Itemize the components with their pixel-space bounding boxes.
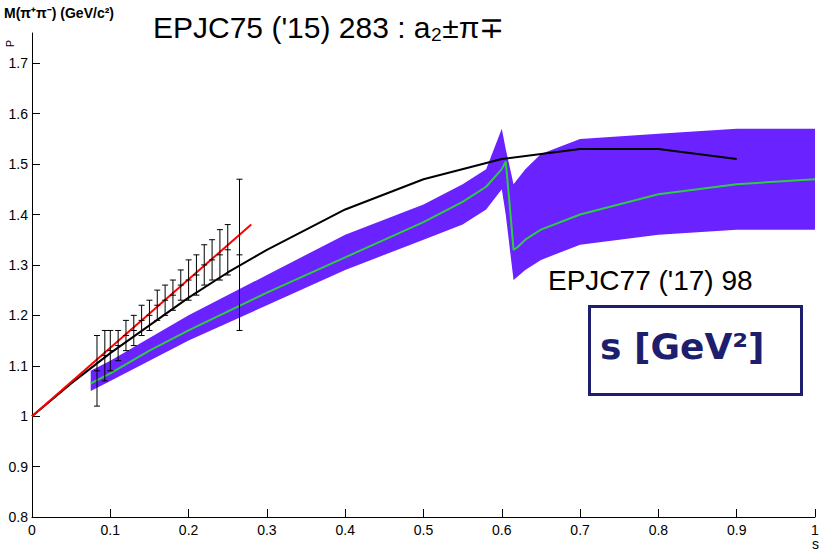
svg-text:0.7: 0.7	[570, 522, 590, 538]
svg-text:1.2: 1.2	[9, 307, 29, 323]
svg-text:1.7: 1.7	[9, 55, 29, 71]
svg-text:EPJC77 ('17) 98: EPJC77 ('17) 98	[548, 265, 753, 296]
svg-text:1.3: 1.3	[9, 257, 29, 273]
svg-text:0.1: 0.1	[101, 522, 121, 538]
svg-text:0.4: 0.4	[335, 522, 355, 538]
svg-text:1.4: 1.4	[9, 207, 29, 223]
svg-text:s [GeV²]: s [GeV²]	[600, 326, 764, 367]
svg-text:0.6: 0.6	[492, 522, 512, 538]
svg-text:P: P	[4, 40, 16, 47]
svg-text:0.8: 0.8	[9, 509, 29, 525]
svg-text:1: 1	[811, 522, 819, 538]
svg-text:s: s	[812, 536, 819, 552]
svg-text:0.3: 0.3	[257, 522, 277, 538]
svg-text:M(π⁺π⁻) (GeV/c²): M(π⁺π⁻) (GeV/c²)	[4, 5, 114, 21]
svg-text:1.1: 1.1	[9, 358, 29, 374]
svg-text:0.2: 0.2	[179, 522, 199, 538]
svg-text:0.9: 0.9	[9, 459, 29, 475]
svg-text:0.5: 0.5	[414, 522, 434, 538]
svg-text:0.8: 0.8	[649, 522, 669, 538]
svg-text:EPJC75 ('15) 283 : a₂±π∓: EPJC75 ('15) 283 : a₂±π∓	[153, 11, 504, 44]
svg-text:1.5: 1.5	[9, 156, 29, 172]
svg-text:0: 0	[28, 522, 36, 538]
svg-text:0.9: 0.9	[727, 522, 747, 538]
svg-text:1: 1	[20, 408, 28, 424]
svg-text:1.6: 1.6	[9, 106, 29, 122]
